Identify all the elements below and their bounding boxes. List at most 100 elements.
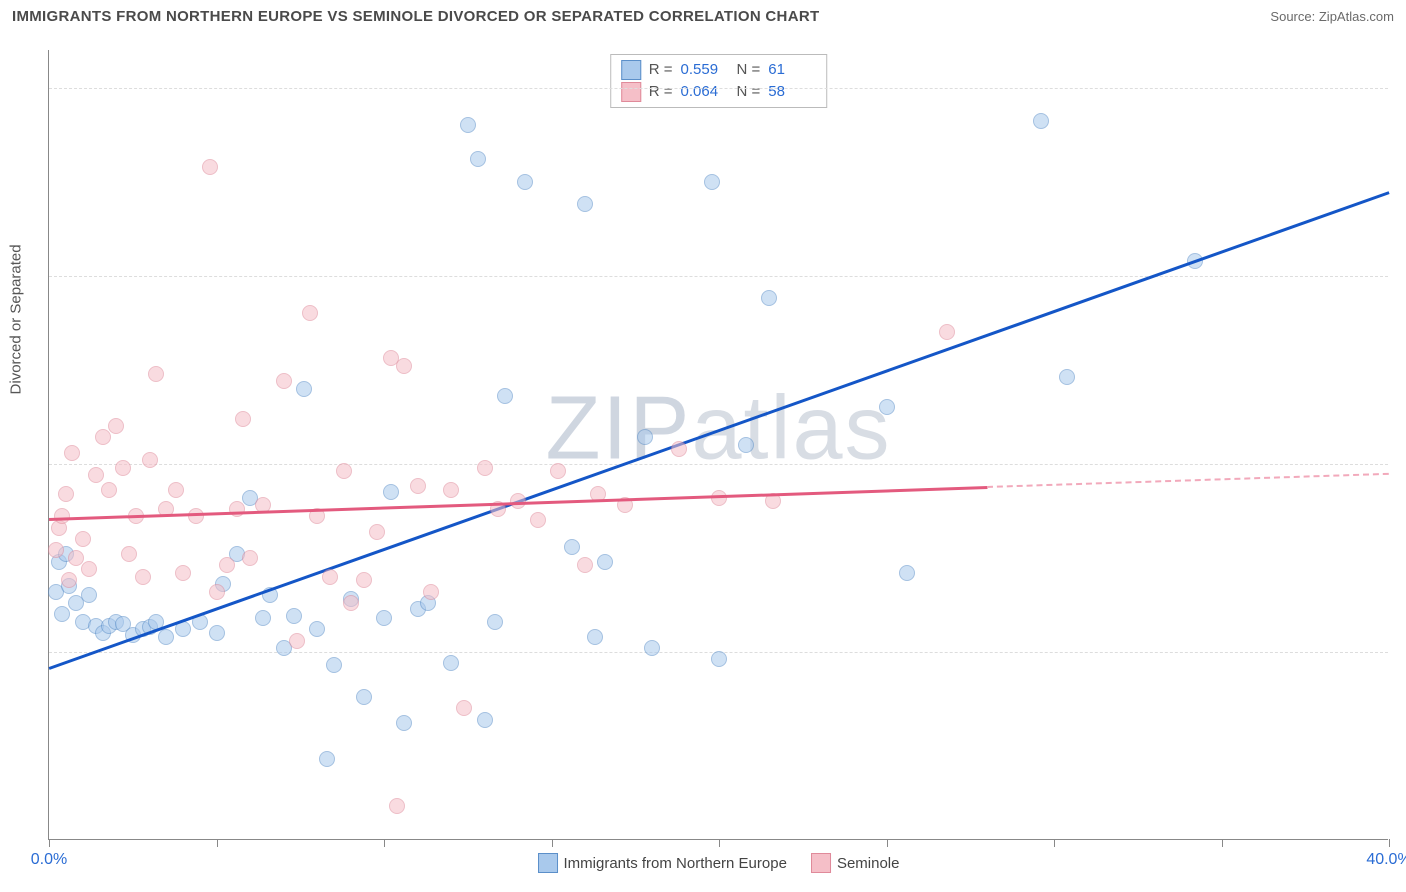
data-point-seminole bbox=[142, 452, 158, 468]
data-point-seminole bbox=[61, 572, 77, 588]
data-point-seminole bbox=[336, 463, 352, 479]
x-tick-label: 0.0% bbox=[31, 851, 67, 869]
data-point-immigrants_ne bbox=[1059, 369, 1075, 385]
grid-line bbox=[49, 88, 1388, 89]
data-point-immigrants_ne bbox=[577, 196, 593, 212]
data-point-seminole bbox=[530, 512, 546, 528]
data-point-seminole bbox=[58, 486, 74, 502]
data-point-immigrants_ne bbox=[899, 565, 915, 581]
data-point-immigrants_ne bbox=[1033, 113, 1049, 129]
data-point-seminole bbox=[148, 366, 164, 382]
data-point-immigrants_ne bbox=[477, 712, 493, 728]
data-point-seminole bbox=[115, 460, 131, 476]
data-point-immigrants_ne bbox=[738, 437, 754, 453]
data-point-seminole bbox=[81, 561, 97, 577]
data-point-immigrants_ne bbox=[54, 606, 70, 622]
data-point-seminole bbox=[235, 411, 251, 427]
data-point-seminole bbox=[356, 572, 372, 588]
x-tick bbox=[49, 839, 50, 847]
data-point-seminole bbox=[302, 305, 318, 321]
data-point-seminole bbox=[68, 550, 84, 566]
data-point-seminole bbox=[389, 798, 405, 814]
legend-row-series-2: R =0.064 N =58 bbox=[621, 81, 817, 103]
data-point-seminole bbox=[108, 418, 124, 434]
x-tick bbox=[217, 839, 218, 847]
data-point-seminole bbox=[443, 482, 459, 498]
data-point-immigrants_ne bbox=[517, 174, 533, 190]
data-point-seminole bbox=[229, 501, 245, 517]
data-point-seminole bbox=[456, 700, 472, 716]
data-point-immigrants_ne bbox=[564, 539, 580, 555]
data-point-seminole bbox=[75, 531, 91, 547]
data-point-immigrants_ne bbox=[460, 117, 476, 133]
x-tick bbox=[887, 839, 888, 847]
data-point-immigrants_ne bbox=[158, 629, 174, 645]
data-point-immigrants_ne bbox=[761, 290, 777, 306]
data-point-immigrants_ne bbox=[81, 587, 97, 603]
data-point-seminole bbox=[577, 557, 593, 573]
data-point-seminole bbox=[939, 324, 955, 340]
source-attribution: Source: ZipAtlas.com bbox=[1270, 9, 1394, 24]
data-point-seminole bbox=[276, 373, 292, 389]
data-point-seminole bbox=[48, 542, 64, 558]
trend-line bbox=[49, 486, 987, 520]
legend-row-series-1: R =0.559 N =61 bbox=[621, 59, 817, 81]
data-point-immigrants_ne bbox=[376, 610, 392, 626]
y-tick-label: 30.0% bbox=[1394, 267, 1406, 285]
data-point-seminole bbox=[101, 482, 117, 498]
data-point-immigrants_ne bbox=[704, 174, 720, 190]
data-point-immigrants_ne bbox=[637, 429, 653, 445]
data-point-seminole bbox=[289, 633, 305, 649]
x-tick bbox=[719, 839, 720, 847]
data-point-immigrants_ne bbox=[497, 388, 513, 404]
data-point-seminole bbox=[209, 584, 225, 600]
x-tick bbox=[1389, 839, 1390, 847]
data-point-seminole bbox=[477, 460, 493, 476]
data-point-seminole bbox=[396, 358, 412, 374]
x-tick bbox=[1054, 839, 1055, 847]
data-point-immigrants_ne bbox=[383, 484, 399, 500]
legend-item-1: Immigrants from Northern Europe bbox=[538, 853, 787, 873]
data-point-seminole bbox=[95, 429, 111, 445]
legend-item-2: Seminole bbox=[811, 853, 900, 873]
data-point-immigrants_ne bbox=[487, 614, 503, 630]
x-tick bbox=[1222, 839, 1223, 847]
legend-swatch-pink bbox=[811, 853, 831, 873]
legend-swatch-pink bbox=[621, 82, 641, 102]
source-link[interactable]: ZipAtlas.com bbox=[1319, 9, 1394, 24]
scatter-plot-area: ZIPatlas R =0.559 N =61 R =0.064 N =58 I… bbox=[48, 50, 1388, 840]
data-point-seminole bbox=[202, 159, 218, 175]
data-point-immigrants_ne bbox=[255, 610, 271, 626]
data-point-seminole bbox=[343, 595, 359, 611]
data-point-immigrants_ne bbox=[396, 715, 412, 731]
data-point-immigrants_ne bbox=[209, 625, 225, 641]
data-point-immigrants_ne bbox=[711, 651, 727, 667]
data-point-immigrants_ne bbox=[597, 554, 613, 570]
x-tick-label: 40.0% bbox=[1366, 851, 1406, 869]
legend-swatch-blue bbox=[538, 853, 558, 873]
grid-line bbox=[49, 276, 1388, 277]
data-point-seminole bbox=[671, 441, 687, 457]
data-point-immigrants_ne bbox=[319, 751, 335, 767]
data-point-immigrants_ne bbox=[309, 621, 325, 637]
data-point-immigrants_ne bbox=[286, 608, 302, 624]
data-point-seminole bbox=[64, 445, 80, 461]
data-point-seminole bbox=[135, 569, 151, 585]
correlation-legend: R =0.559 N =61 R =0.064 N =58 bbox=[610, 54, 828, 108]
data-point-seminole bbox=[550, 463, 566, 479]
data-point-seminole bbox=[121, 546, 137, 562]
y-axis-label: Divorced or Separated bbox=[8, 244, 25, 394]
data-point-seminole bbox=[322, 569, 338, 585]
data-point-seminole bbox=[369, 524, 385, 540]
data-point-seminole bbox=[188, 508, 204, 524]
legend-swatch-blue bbox=[621, 60, 641, 80]
data-point-seminole bbox=[168, 482, 184, 498]
y-tick-label: 20.0% bbox=[1394, 455, 1406, 473]
data-point-immigrants_ne bbox=[587, 629, 603, 645]
data-point-immigrants_ne bbox=[470, 151, 486, 167]
y-tick-label: 10.0% bbox=[1394, 643, 1406, 661]
data-point-seminole bbox=[219, 557, 235, 573]
trend-line bbox=[987, 473, 1389, 488]
series-legend: Immigrants from Northern Europe Seminole bbox=[538, 853, 900, 873]
data-point-seminole bbox=[242, 550, 258, 566]
